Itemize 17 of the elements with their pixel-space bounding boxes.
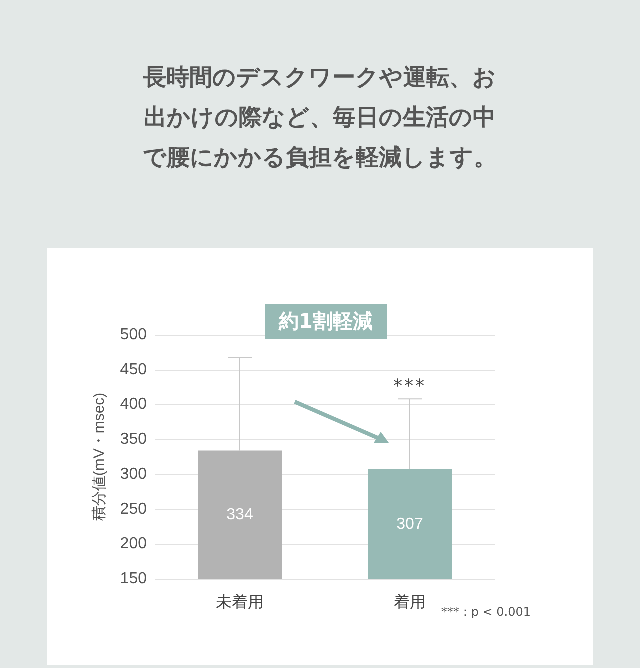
y-tick-label: 400 (120, 396, 148, 414)
data-label: 334 (226, 506, 254, 524)
chart-title: 長時間のデスクワークや運転、お出かけの際など、毎日の生活の中で腰にかかる負担を軽減します。 (142, 64, 498, 173)
annotation: *** (394, 376, 426, 398)
y-tick-label: 150 (120, 570, 148, 588)
x-tick-label: 着用 (394, 594, 426, 612)
y-tick-label: 200 (120, 536, 148, 553)
text: ***：p < 0.001 (441, 604, 531, 621)
y-tick-label: 250 (120, 500, 148, 518)
x-tick-label: 未着用 (216, 594, 264, 612)
y-tick-label: 350 (120, 431, 148, 448)
y-tick-label: 450 (120, 361, 148, 378)
text: 約1割軽減 (265, 304, 387, 339)
y-tick-label: 500 (120, 326, 148, 344)
data-label: 307 (396, 516, 424, 533)
y-tick-label: 300 (120, 466, 148, 483)
y-axis-title: 積分値(mV・msec) (91, 392, 108, 522)
